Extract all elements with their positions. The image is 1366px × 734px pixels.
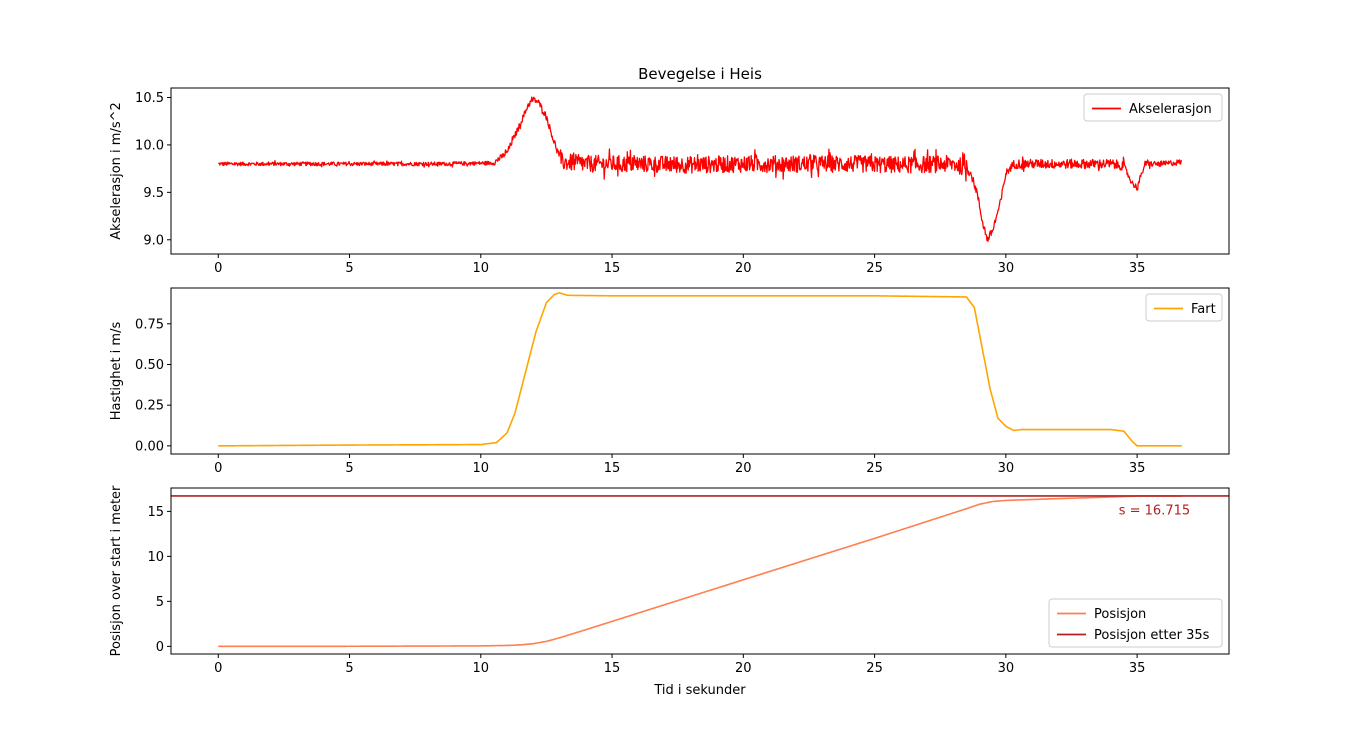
legend-label: Akselerasjon (1129, 102, 1212, 117)
y-axis-label: Hastighet i m/s (109, 322, 124, 421)
y-axis-label: Akselerasjon i m/s^2 (109, 102, 124, 240)
y-tick-label: 0 (156, 640, 164, 655)
x-tick-label: 0 (214, 261, 222, 276)
x-tick-label: 10 (473, 661, 490, 676)
x-tick-label: 0 (214, 661, 222, 676)
y-tick-label: 0.50 (135, 358, 164, 373)
x-tick-label: 25 (866, 261, 883, 276)
x-tick-label: 5 (345, 661, 353, 676)
y-tick-label: 0.00 (135, 439, 164, 454)
y-tick-label: 0.25 (135, 399, 164, 414)
legend-box (1048, 598, 1223, 648)
axes-frame (170, 87, 1230, 255)
x-tick-label: 10 (473, 461, 490, 476)
x-tick-label: 30 (998, 261, 1015, 276)
x-tick-label: 35 (1129, 261, 1146, 276)
plot-area (218, 292, 1182, 447)
plot-area (171, 495, 1229, 648)
x-tick-label: 35 (1129, 461, 1146, 476)
x-tick-label: 5 (345, 261, 353, 276)
legend: Posisjon Posisjon etter 35s (1048, 598, 1223, 648)
subplot-1: 0 5 10 15 20 25 30 35 9.0 9.5 10.0 10.5 Bevegelse i … (109, 65, 1230, 276)
x-axis-label: Tid i sekunder (653, 683, 746, 698)
x-tick-label: 0 (214, 461, 222, 476)
x-tick-label: 5 (345, 461, 353, 476)
y-tick-label: 10.5 (135, 91, 164, 106)
y-tick-label: 10 (147, 550, 164, 565)
x-tick-label: 25 (866, 661, 883, 676)
legend-box (1145, 293, 1223, 322)
y-axis-label: Posisjon over start i meter (109, 485, 124, 656)
axes-frame (170, 487, 1230, 655)
y-tick-label: 9.5 (143, 186, 164, 201)
subplot-3: 0 5 10 15 20 25 30 35 0 5 10 15 Posisjon over start … (109, 485, 1230, 698)
x-tick-label: 30 (998, 661, 1015, 676)
plot-area (218, 96, 1182, 243)
series-line-akselerasjon (218, 96, 1182, 243)
x-tick-label: 20 (735, 261, 752, 276)
axes-frame (170, 287, 1230, 455)
series-line-posisjon (218, 495, 1182, 648)
annotation-text: s = 16.715 (1119, 503, 1190, 518)
legend-label: Fart (1191, 302, 1216, 317)
legend-label: Posisjon etter 35s (1094, 628, 1210, 643)
x-tick-label: 25 (866, 461, 883, 476)
legend: Fart (1145, 293, 1223, 322)
y-tick-label: 0.75 (135, 317, 164, 332)
x-tick-label: 20 (735, 661, 752, 676)
y-tick-label: 10.0 (135, 138, 164, 153)
x-tick-label: 20 (735, 461, 752, 476)
y-tick-label: 9.0 (143, 233, 164, 248)
x-tick-label: 35 (1129, 661, 1146, 676)
subplot-2: 0 5 10 15 20 25 30 35 0.00 0.25 0.50 0.75 Hastighet … (109, 287, 1230, 476)
legend-box (1083, 93, 1223, 122)
x-tick-label: 15 (604, 261, 621, 276)
x-tick-label: 10 (473, 261, 490, 276)
legend: Akselerasjon (1083, 93, 1223, 122)
legend-label: Posisjon (1094, 607, 1146, 622)
y-tick-label: 5 (156, 595, 164, 610)
x-tick-label: 15 (604, 661, 621, 676)
chart-title: Bevegelse i Heis (638, 65, 762, 83)
x-tick-label: 15 (604, 461, 621, 476)
x-tick-label: 30 (998, 461, 1015, 476)
y-tick-label: 15 (147, 505, 164, 520)
series-line-fart (218, 292, 1182, 447)
